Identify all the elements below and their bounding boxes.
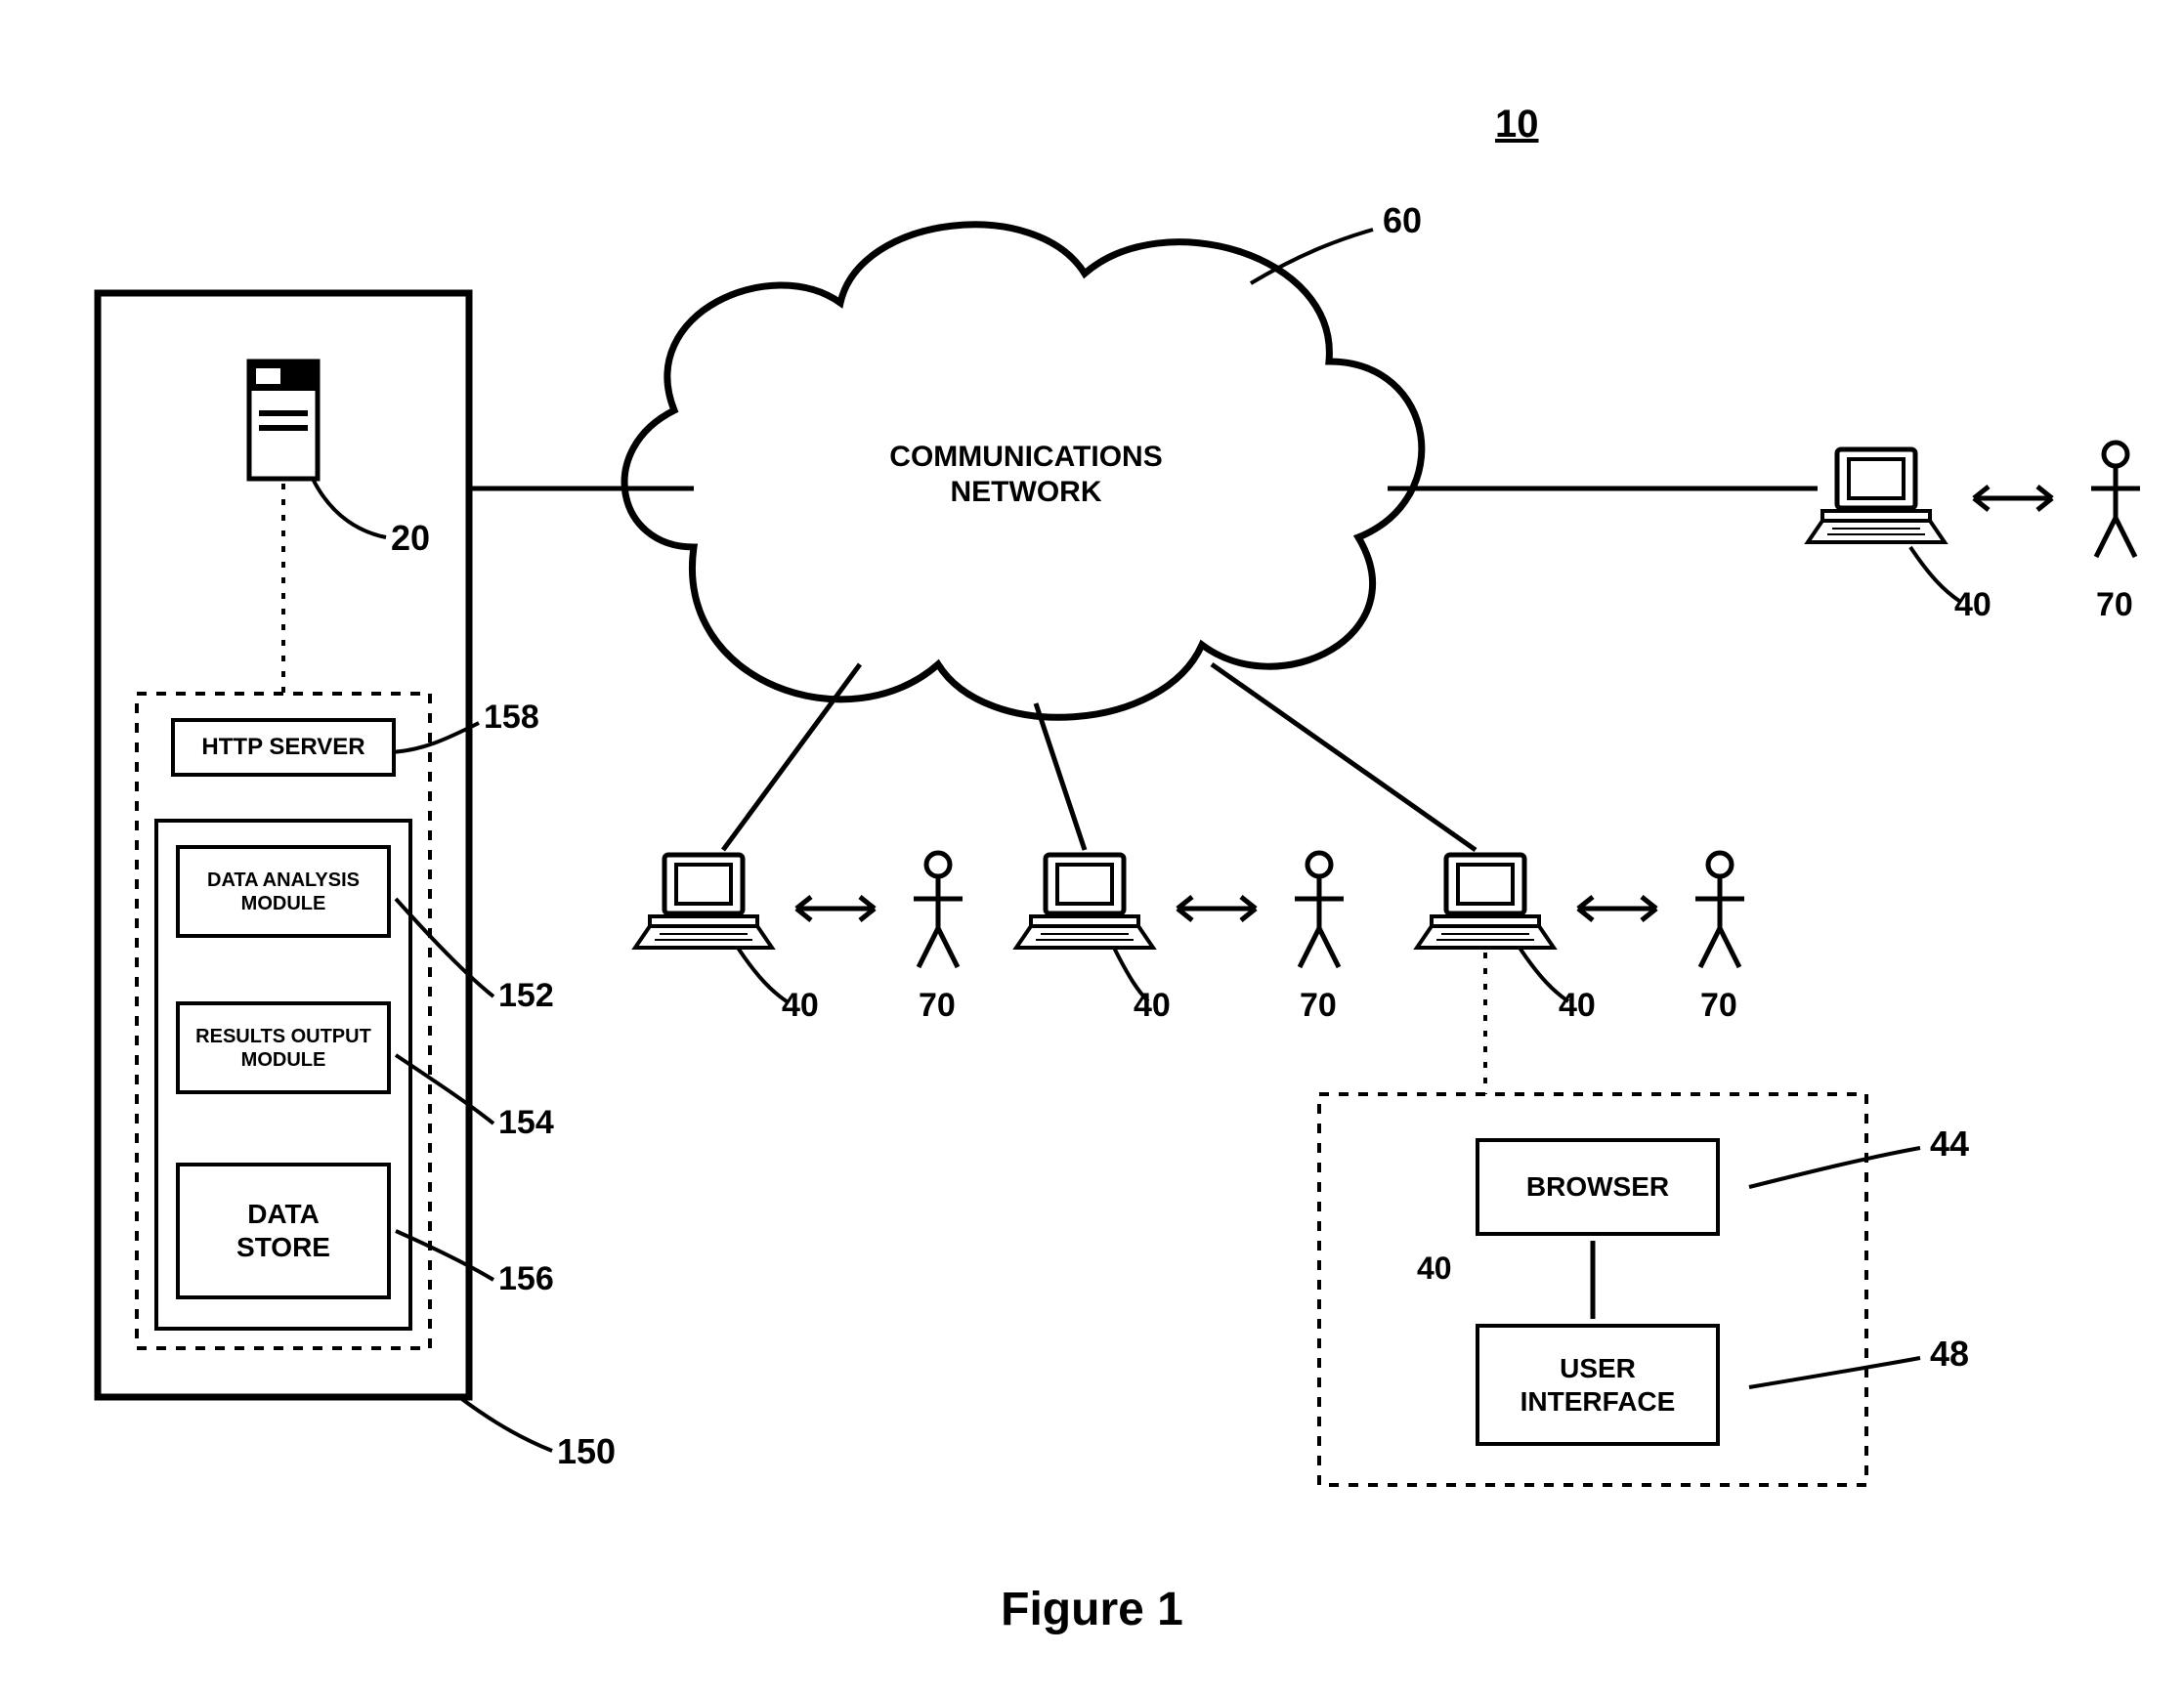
client-inside-40: 40 [1417,1251,1452,1287]
user-interface-box: USERINTERFACE [1476,1324,1720,1446]
data-store-ref: 156 [498,1260,554,1298]
server-outer-ref: 150 [557,1431,616,1472]
data-store-box: DATASTORE [176,1163,391,1299]
data-analysis-ref: 152 [498,977,554,1015]
c1-70: 70 [919,987,956,1025]
cr-70: 70 [2096,586,2133,624]
c3-70: 70 [1700,987,1737,1025]
browser-box: BROWSER [1476,1138,1720,1236]
ref-main: 10 [1495,103,1539,147]
results-ref: 154 [498,1104,554,1142]
ui-ref: 48 [1930,1334,1969,1375]
server-icon [249,361,318,479]
http-server-box: HTTP SERVER [171,718,396,777]
c3-40: 40 [1559,987,1596,1025]
c2-70: 70 [1300,987,1337,1025]
browser-ref: 44 [1930,1124,1969,1165]
c1-40: 40 [782,987,819,1025]
cloud-ref: 60 [1383,200,1422,241]
cloud-text: COMMUNICATIONSNETWORK [850,440,1202,510]
cr-40: 40 [1954,586,1991,624]
data-analysis-box: DATA ANALYSISMODULE [176,845,391,938]
figure-caption: Figure 1 [0,1583,2184,1636]
server-ref: 20 [391,518,430,559]
results-output-box: RESULTS OUTPUTMODULE [176,1001,391,1094]
c2-40: 40 [1134,987,1171,1025]
http-ref: 158 [484,699,539,737]
